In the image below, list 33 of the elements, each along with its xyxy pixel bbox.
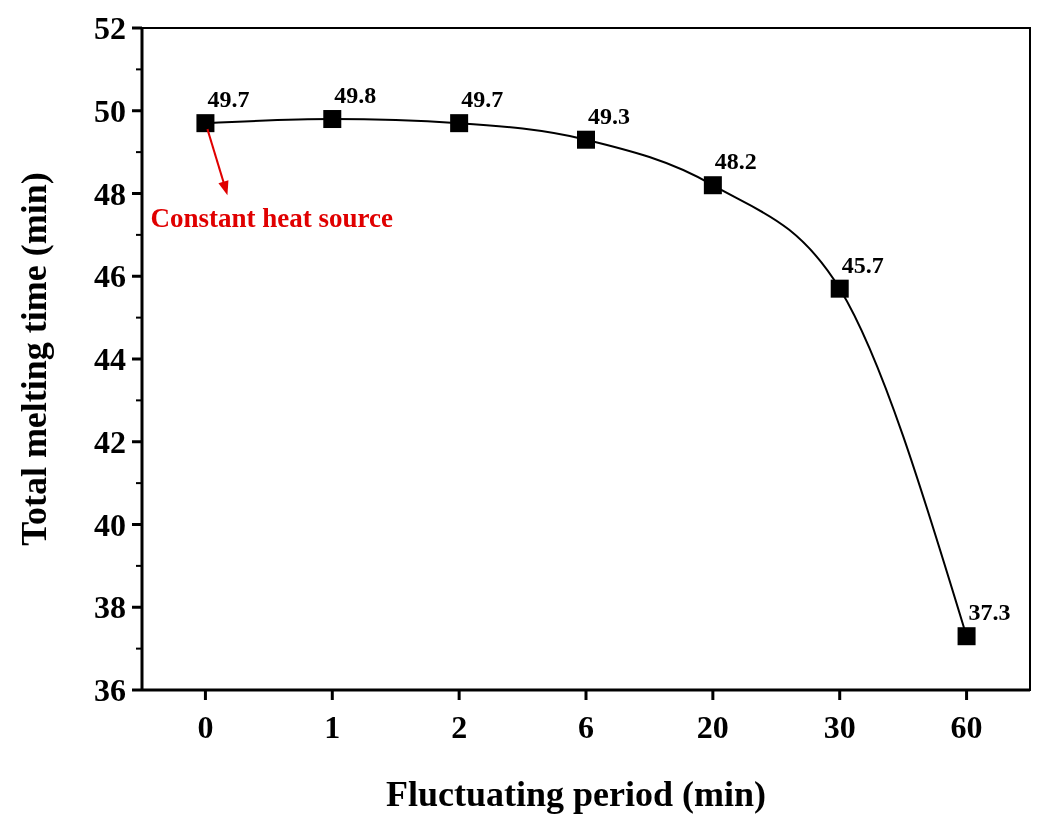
y-tick-label: 50	[94, 92, 126, 129]
x-tick-label: 0	[197, 709, 214, 745]
y-tick-label: 36	[94, 672, 126, 709]
x-tick-label: 6	[578, 709, 594, 745]
annotation: Constant heat source	[150, 203, 393, 234]
point	[830, 279, 849, 298]
data-label: 37.3	[968, 599, 1011, 626]
y-tick-label: 48	[94, 175, 126, 212]
point	[450, 114, 469, 133]
point	[577, 130, 595, 149]
data-label: 49.7	[461, 86, 504, 113]
x-tick-label: 1	[324, 709, 341, 745]
y-tick-label: 40	[94, 506, 126, 543]
y-tick-label: 46	[94, 258, 126, 295]
point	[703, 176, 722, 195]
data-label: 49.7	[207, 86, 250, 113]
data-label: 49.3	[588, 102, 630, 129]
y-tick-label: 44	[94, 341, 126, 378]
x-tick-label: 20	[696, 709, 729, 745]
y-tick-label: 42	[94, 423, 126, 460]
data-label: 49.8	[334, 82, 377, 109]
y-tick-label: 38	[94, 589, 126, 626]
x-tick-label: 30	[823, 709, 856, 745]
x-tick-label: 2	[451, 709, 468, 745]
y-axis-title: Total melting time (min)	[14, 172, 54, 546]
point	[196, 114, 215, 133]
x-tick-label: 60	[950, 709, 983, 745]
data-label: 45.7	[841, 251, 884, 278]
point	[323, 110, 342, 129]
x-axis-title: Fluctuating period (min)	[385, 774, 767, 814]
data-label: 48.2	[714, 148, 757, 175]
point	[957, 627, 976, 646]
y-tick-label: 52	[94, 10, 126, 47]
